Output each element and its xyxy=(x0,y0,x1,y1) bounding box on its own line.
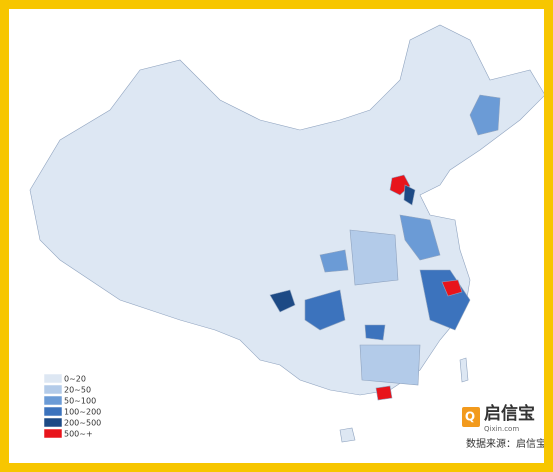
country-outline xyxy=(29,24,544,396)
island xyxy=(459,357,469,383)
region xyxy=(441,279,463,297)
legend-label: 200~500 xyxy=(64,419,101,428)
region xyxy=(269,289,296,313)
legend-label: 100~200 xyxy=(64,408,101,417)
map: 0~20 20~50 50~100 100~200 200~500 500~+ Q 启信宝… xyxy=(29,24,544,450)
legend-swatch xyxy=(43,417,63,428)
brand-logo xyxy=(462,407,480,427)
brand-domain: Qixin.com xyxy=(484,425,519,433)
region xyxy=(364,324,386,341)
region xyxy=(375,385,393,401)
legend-swatch xyxy=(43,373,63,384)
legend-label: 50~100 xyxy=(64,397,96,406)
legend: 0~20 20~50 50~100 100~200 200~500 500~+ xyxy=(43,373,101,439)
legend-label: 0~20 xyxy=(64,375,86,384)
region xyxy=(304,289,346,331)
legend-swatch xyxy=(43,428,63,439)
region xyxy=(403,184,416,206)
source-note: 数据来源：启信宝 xyxy=(466,437,544,450)
island xyxy=(339,427,356,443)
legend-label: 20~50 xyxy=(64,386,91,395)
region xyxy=(399,214,441,261)
brand-name: 启信宝 xyxy=(484,403,535,424)
legend-swatch xyxy=(43,384,63,395)
region xyxy=(469,94,501,136)
region xyxy=(319,249,349,273)
region xyxy=(359,344,421,386)
legend-swatch xyxy=(43,406,63,417)
brand-logo-glyph: Q xyxy=(465,410,475,424)
china-map xyxy=(29,24,544,443)
legend-label: 500~+ xyxy=(64,430,93,439)
legend-swatch xyxy=(43,395,63,406)
region xyxy=(349,229,399,286)
